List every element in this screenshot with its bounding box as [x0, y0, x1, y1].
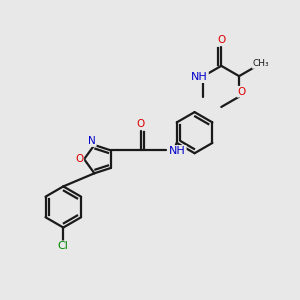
Text: CH₃: CH₃ — [253, 59, 269, 68]
Text: O: O — [136, 119, 145, 129]
Text: NH: NH — [191, 72, 208, 82]
Text: O: O — [75, 154, 83, 164]
Text: N: N — [88, 136, 96, 146]
Text: O: O — [217, 35, 225, 45]
Text: NH: NH — [169, 146, 186, 156]
Text: Cl: Cl — [58, 241, 69, 251]
Text: O: O — [237, 87, 246, 97]
